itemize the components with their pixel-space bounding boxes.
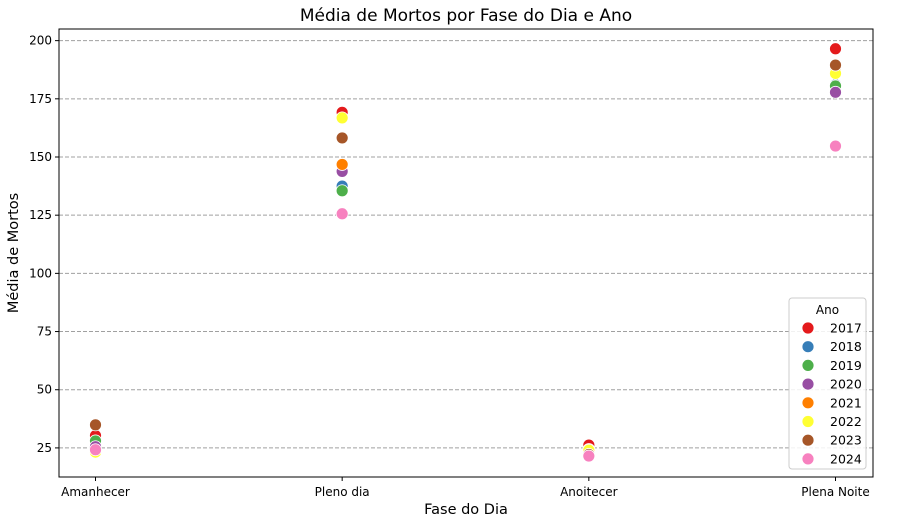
- legend-marker: [801, 415, 815, 428]
- legend-label: 2017: [830, 321, 862, 336]
- legend-marker: [801, 433, 815, 447]
- data-point: [829, 42, 842, 56]
- data-point: [335, 207, 349, 221]
- y-axis-ticks: 25 50 75 100 125 150 175 200: [29, 34, 59, 455]
- data-point: [829, 139, 842, 153]
- legend-marker: [801, 396, 815, 410]
- legend-label: 2021: [830, 395, 862, 410]
- legend-marker: [801, 452, 815, 466]
- data-point: [829, 85, 842, 99]
- x-axis-label: Fase do Dia: [424, 502, 508, 516]
- y-tick-label: 175: [29, 92, 52, 106]
- legend-label: 2018: [830, 339, 862, 354]
- chart-title: Média de Mortos por Fase do Dia e Ano: [300, 6, 632, 26]
- legend-marker: [801, 358, 815, 372]
- legend-label: 2024: [830, 451, 862, 466]
- legend-marker: [801, 340, 815, 354]
- data-point: [335, 111, 349, 125]
- legend-label: 2022: [830, 414, 862, 429]
- legend-marker: [801, 377, 815, 391]
- x-axis-ticks: Amanhecer Pleno dia Anoitecer Plena Noite: [61, 477, 870, 499]
- legend: Ano 2017 2018 2019 2020 2021 2022 2023 2024: [788, 297, 867, 470]
- x-tick-label: Pleno dia: [315, 485, 370, 499]
- y-tick-label: 200: [29, 34, 52, 48]
- legend-label: 2023: [830, 433, 862, 448]
- legend-label: 2019: [830, 358, 862, 373]
- y-tick-label: 150: [29, 150, 52, 164]
- y-tick-label: 100: [29, 266, 52, 280]
- y-axis-label: Média de Mortos: [6, 193, 22, 313]
- legend-title: Ano: [816, 303, 839, 317]
- data-points: [89, 42, 842, 463]
- plot-area: [58, 28, 874, 478]
- legend-marker: [801, 321, 815, 335]
- grid-lines: [59, 40, 873, 449]
- y-tick-label: 75: [37, 325, 52, 339]
- data-point: [89, 418, 102, 432]
- data-point: [335, 184, 349, 198]
- data-point: [335, 131, 349, 145]
- data-point: [89, 443, 102, 457]
- x-tick-label: Anoitecer: [560, 485, 618, 499]
- y-tick-label: 50: [37, 383, 52, 397]
- data-point: [829, 58, 842, 72]
- x-tick-label: Amanhecer: [61, 485, 130, 499]
- y-tick-label: 125: [29, 208, 52, 222]
- data-point: [335, 158, 349, 171]
- data-point: [582, 449, 596, 463]
- legend-label: 2020: [830, 377, 862, 392]
- x-tick-label: Plena Noite: [801, 485, 869, 499]
- y-tick-label: 25: [37, 441, 52, 455]
